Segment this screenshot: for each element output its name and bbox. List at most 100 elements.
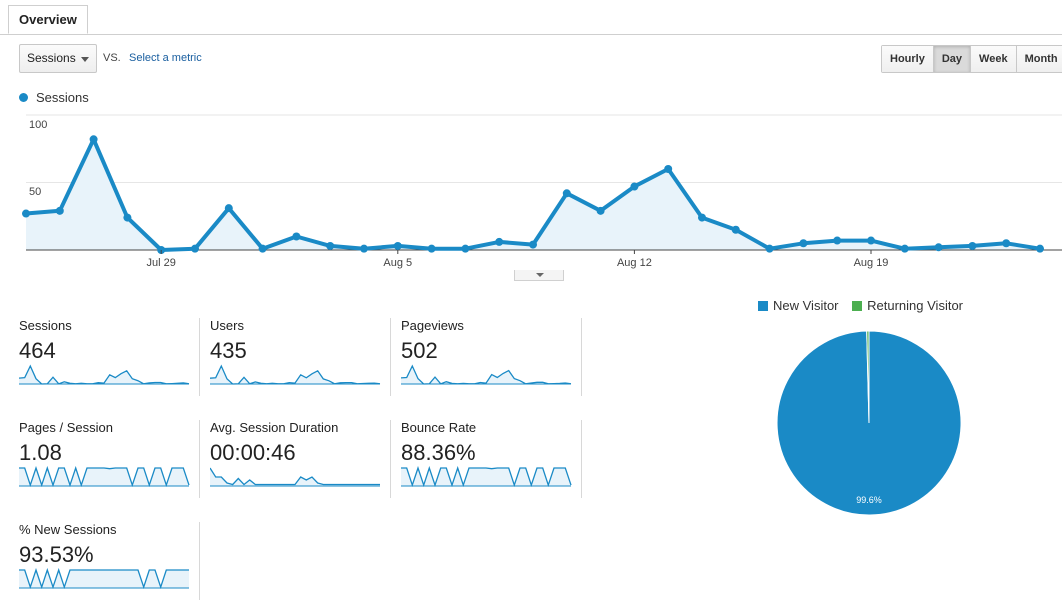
data-point[interactable] [833, 236, 842, 245]
legend-label: New Visitor [773, 298, 839, 313]
pie-data-label: 99.6% [856, 495, 882, 505]
scorecard-bounce-rate[interactable]: Bounce Rate 88.36% [401, 420, 582, 498]
data-point[interactable] [393, 241, 402, 250]
period-toggle: Hourly Day Week Month [881, 45, 1062, 73]
select-metric-link[interactable]: Select a metric [129, 52, 202, 64]
scorecard-value: 1.08 [19, 440, 62, 465]
legend-item-returning-visitor[interactable]: Returning Visitor [852, 298, 963, 313]
data-point[interactable] [495, 237, 504, 246]
sparkline-line [19, 466, 190, 488]
data-point[interactable] [123, 213, 132, 222]
metric-select[interactable]: Sessions [19, 44, 97, 73]
sessions-points [22, 135, 1044, 254]
scorecard-users[interactable]: Users 435 [210, 318, 391, 396]
scorecard-avg-session-duration[interactable]: Avg. Session Duration 00:00:46 [210, 420, 391, 498]
data-point[interactable] [968, 241, 977, 250]
chevron-down-icon [81, 57, 89, 62]
x-tick-label: Aug 5 [383, 257, 412, 269]
data-point[interactable] [562, 189, 571, 198]
hourly-button[interactable]: Hourly [882, 46, 933, 72]
chart-grid [26, 114, 1062, 183]
month-button[interactable]: Month [1015, 46, 1062, 72]
scorecard-sessions[interactable]: Sessions 464 [19, 318, 200, 396]
y-tick-100: 100 [29, 119, 47, 131]
sparkline-area [210, 468, 380, 486]
sparkline-line [401, 364, 572, 385]
collapse-chart-button[interactable] [514, 270, 564, 281]
series-dot-icon [19, 93, 28, 102]
scorecard-label: Bounce Rate [401, 420, 477, 435]
scorecard-sparkline [19, 364, 190, 385]
data-point[interactable] [698, 213, 706, 222]
data-point[interactable] [224, 204, 233, 213]
sparkline-line [19, 568, 189, 590]
metric-select-value: Sessions [27, 51, 76, 65]
data-point[interactable] [765, 244, 774, 253]
pie-legend: New Visitor Returning Visitor [758, 298, 973, 313]
data-point[interactable] [664, 165, 673, 173]
data-point[interactable] [292, 232, 301, 241]
divider [581, 318, 582, 396]
data-point[interactable] [55, 206, 64, 215]
scorecard-sparkline [19, 568, 189, 590]
scorecard-label: % New Sessions [19, 522, 117, 537]
data-point[interactable] [461, 244, 470, 253]
scorecard-sparkline [19, 466, 190, 488]
week-button[interactable]: Week [970, 46, 1016, 72]
data-point[interactable] [1002, 239, 1011, 248]
sessions-area [26, 139, 1040, 250]
sparkline-line [210, 364, 381, 385]
data-point[interactable] [1036, 244, 1044, 253]
x-tick-label: Jul 29 [147, 257, 176, 269]
divider [390, 420, 391, 498]
sessions-line [25, 137, 1041, 252]
data-point[interactable] [89, 135, 98, 144]
pie-slice[interactable] [866, 331, 870, 424]
y-tick-50: 50 [29, 186, 41, 198]
scorecard-value: 464 [19, 338, 56, 363]
data-point[interactable] [596, 206, 605, 215]
scorecard-sparkline [401, 364, 572, 385]
chevron-down-icon [536, 273, 544, 277]
day-button[interactable]: Day [932, 46, 971, 72]
data-point[interactable] [529, 240, 537, 249]
legend-swatch [758, 301, 768, 311]
divider [581, 420, 582, 498]
scorecard-new-sessions[interactable]: % New Sessions 93.53% [19, 522, 200, 600]
pie-slices [777, 331, 962, 516]
scorecard-value: 88.36% [401, 440, 476, 465]
tab-overview[interactable]: Overview [8, 5, 88, 34]
scorecard-sparkline [210, 364, 381, 385]
data-point[interactable] [799, 239, 808, 248]
data-point[interactable] [934, 243, 943, 252]
data-point[interactable] [900, 244, 909, 253]
scorecard-pageviews[interactable]: Pageviews 502 [401, 318, 582, 396]
legend-item-new-visitor[interactable]: New Visitor [758, 298, 839, 313]
data-point[interactable] [191, 244, 199, 253]
sparkline-area [19, 468, 189, 486]
scorecard-label: Sessions [19, 318, 72, 333]
data-point[interactable] [867, 236, 875, 245]
scorecard-label: Pageviews [401, 318, 464, 333]
chart-legend: Sessions [19, 90, 89, 105]
data-point[interactable] [326, 241, 335, 250]
x-tick-label: Aug 12 [617, 257, 652, 269]
scorecard-label: Users [210, 318, 244, 333]
scorecard-pages-per-session[interactable]: Pages / Session 1.08 [19, 420, 200, 498]
scorecard-value: 502 [401, 338, 438, 363]
sessions-line-chart: Jul 29 Aug 5 Aug 12 Aug 19 100 50 [22, 114, 1062, 269]
x-tick-label: Aug 19 [854, 257, 889, 269]
divider [199, 318, 200, 396]
data-point[interactable] [22, 209, 30, 218]
sparkline-line [19, 364, 190, 385]
data-point[interactable] [258, 244, 267, 253]
data-point[interactable] [731, 225, 740, 234]
divider [199, 420, 200, 498]
sparkline-area [401, 468, 571, 486]
data-point[interactable] [427, 244, 436, 253]
scorecard-value: 435 [210, 338, 247, 363]
data-point[interactable] [360, 244, 368, 253]
data-point[interactable] [630, 182, 639, 191]
legend-swatch [852, 301, 863, 311]
scorecard-value: 93.53% [19, 542, 94, 567]
